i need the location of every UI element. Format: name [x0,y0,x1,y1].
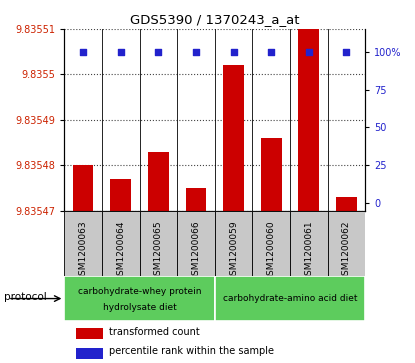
Bar [290,211,327,276]
Bar [327,211,365,276]
Point [155,49,162,55]
Point [305,49,312,55]
Text: carbohydrate-whey protein: carbohydrate-whey protein [78,287,201,296]
Bar [252,211,290,276]
Bar [223,65,244,211]
Text: protocol: protocol [4,292,47,302]
Text: GSM1200065: GSM1200065 [154,220,163,281]
Bar [73,165,93,211]
Bar [261,138,281,211]
Point [230,49,237,55]
Text: GSM1200060: GSM1200060 [267,220,276,281]
Text: GSM1200064: GSM1200064 [116,220,125,281]
Text: percentile rank within the sample: percentile rank within the sample [109,346,274,356]
Text: transformed count: transformed count [109,327,200,337]
Text: GSM1200059: GSM1200059 [229,220,238,281]
Point [193,49,199,55]
Text: GSM1200063: GSM1200063 [78,220,88,281]
Text: carbohydrate-amino acid diet: carbohydrate-amino acid diet [223,294,357,303]
Bar [64,211,102,276]
Bar [336,197,357,211]
Text: GSM1200066: GSM1200066 [191,220,200,281]
Text: GSM1200061: GSM1200061 [304,220,313,281]
Bar [298,0,319,211]
Bar [76,327,103,339]
Bar [102,211,139,276]
Bar [64,276,215,321]
Bar [215,276,365,321]
Bar [186,188,206,211]
Point [268,49,274,55]
Bar [76,347,103,359]
Bar [110,179,131,211]
Point [80,49,86,55]
Text: hydrolysate diet: hydrolysate diet [103,303,176,312]
Title: GDS5390 / 1370243_a_at: GDS5390 / 1370243_a_at [130,13,300,26]
Bar [148,151,168,211]
Bar [215,211,252,276]
Text: GSM1200062: GSM1200062 [342,220,351,281]
Bar [139,211,177,276]
Bar [177,211,215,276]
Point [343,49,350,55]
Point [117,49,124,55]
